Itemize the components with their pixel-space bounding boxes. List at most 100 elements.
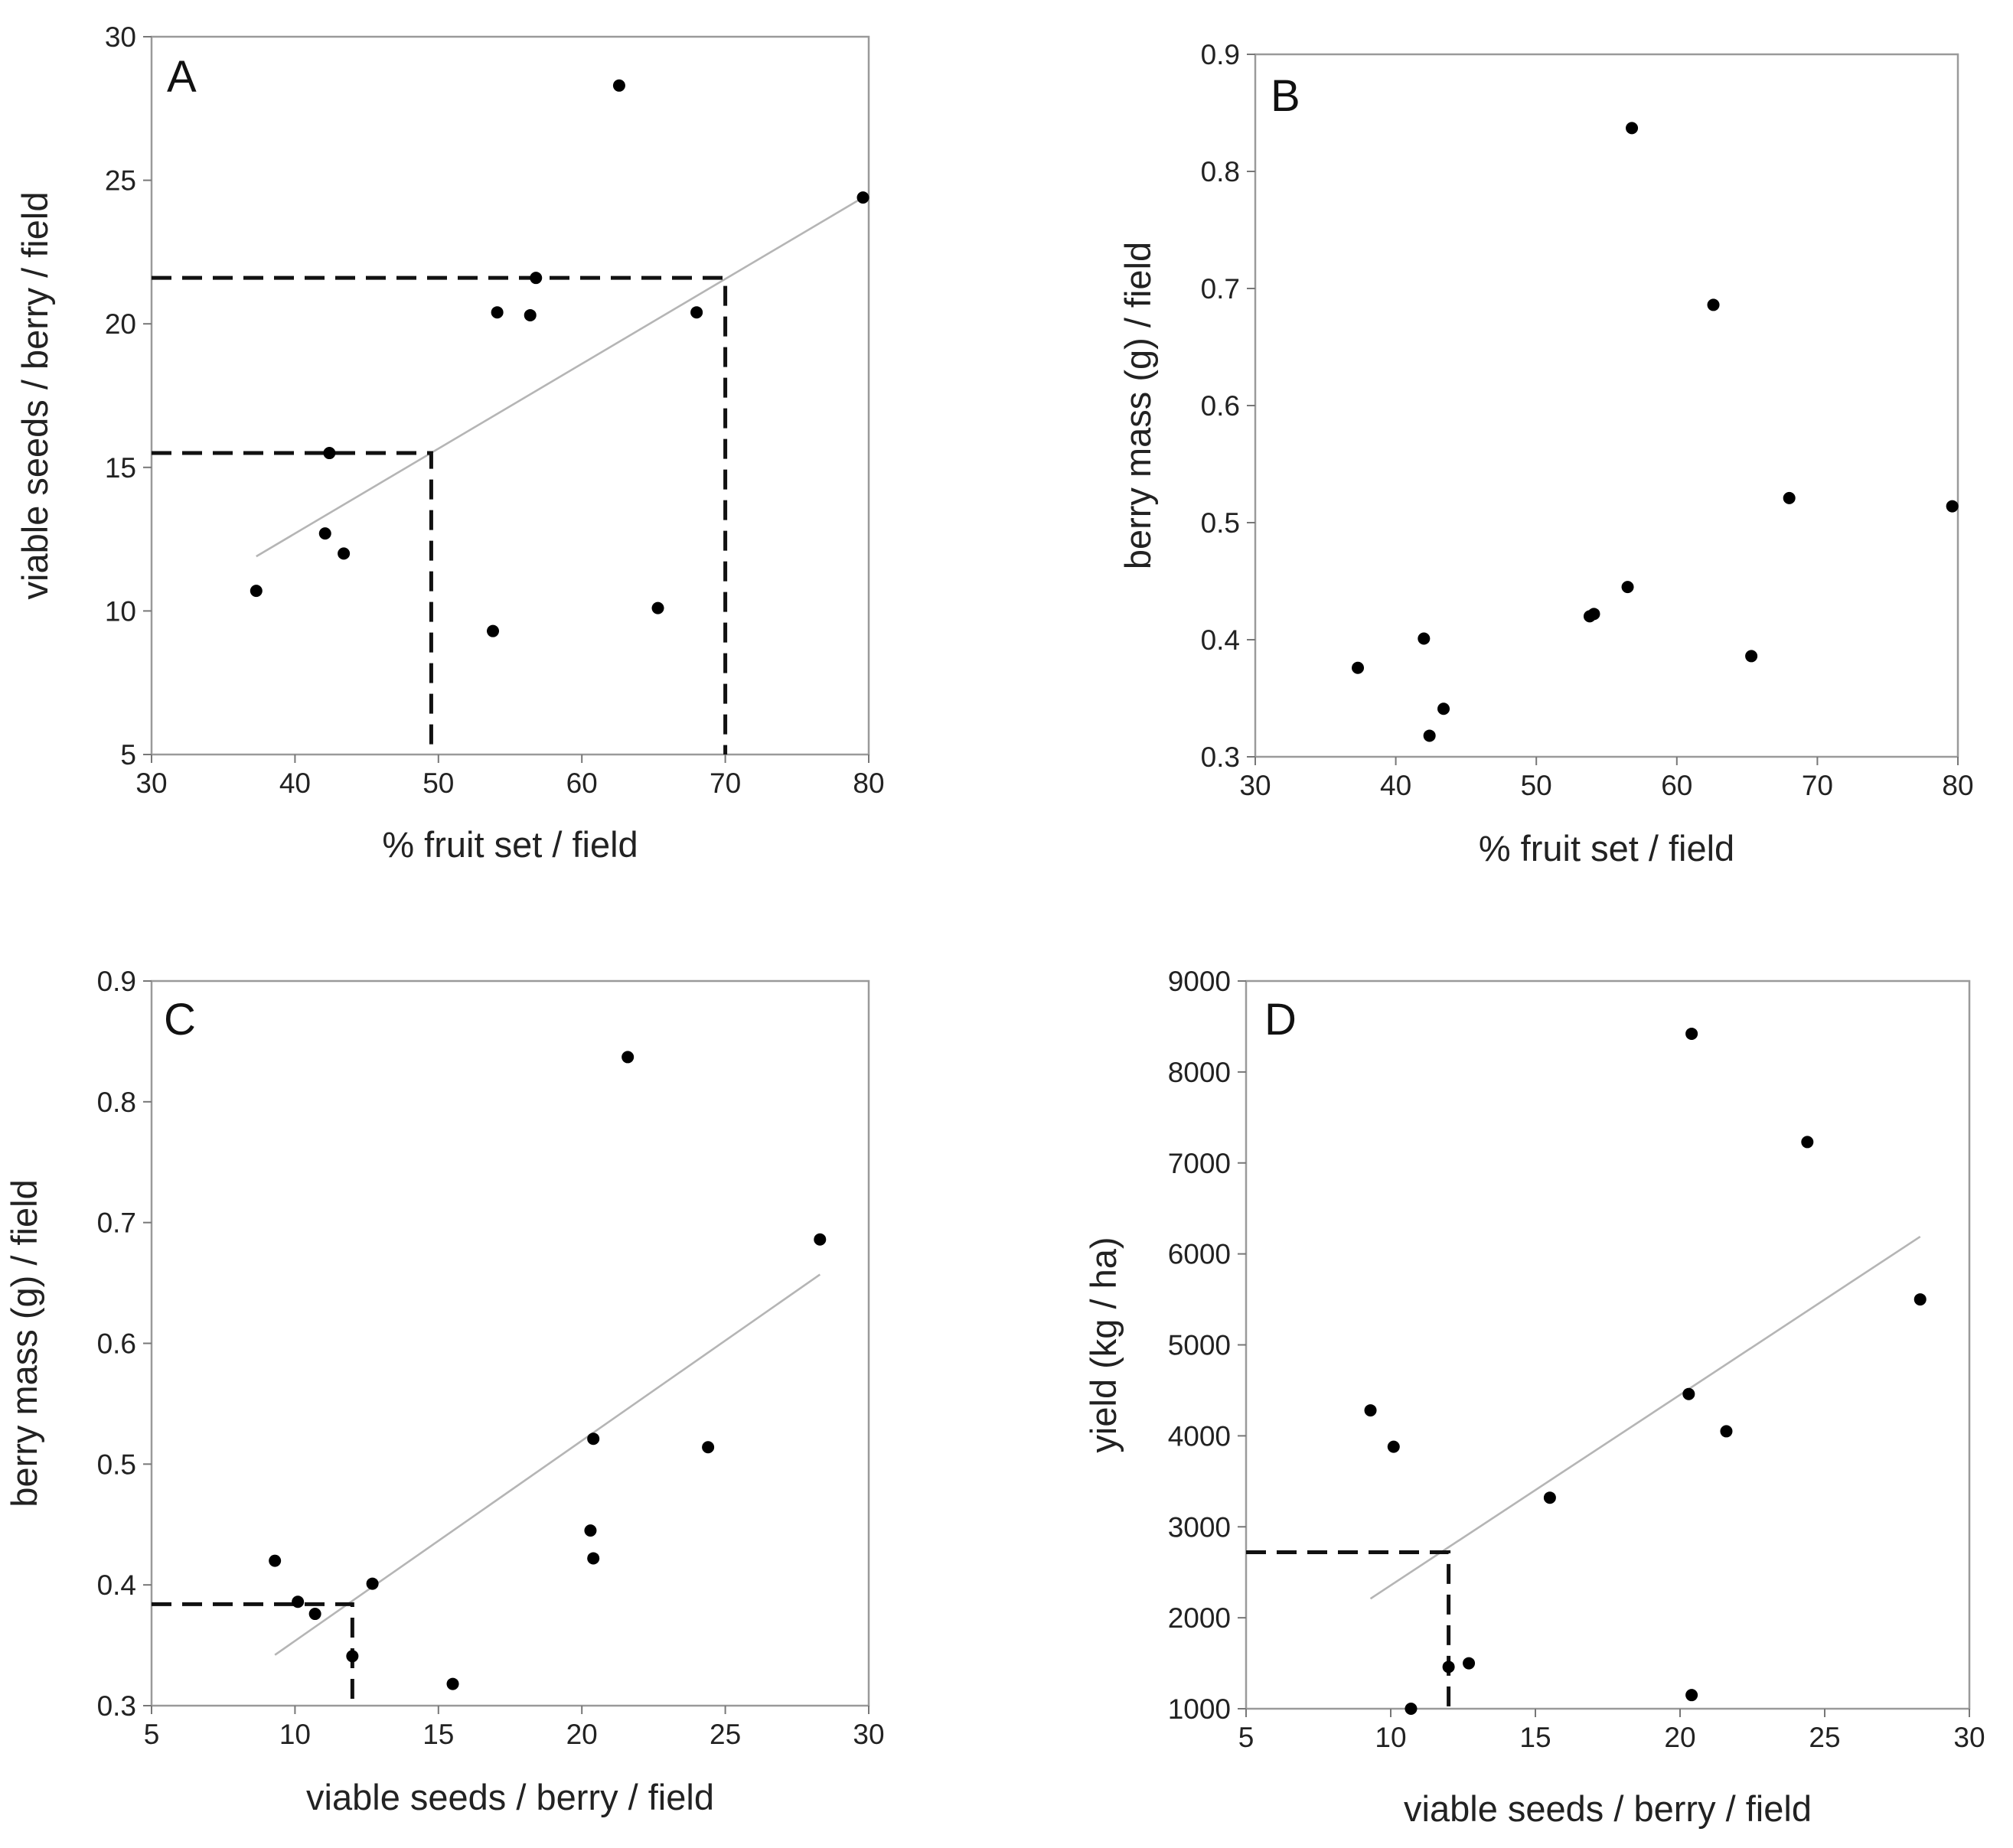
y-tick-label: 9000 (1168, 966, 1231, 997)
y-tick-label: 8000 (1168, 1057, 1231, 1088)
y-tick-label: 0.7 (1201, 273, 1240, 305)
y-tick-label: 4000 (1168, 1420, 1231, 1452)
guide-line (152, 1602, 354, 1706)
y-tick-label: 6000 (1168, 1239, 1231, 1270)
x-tick-label: 30 (853, 1719, 884, 1750)
data-point (318, 527, 331, 540)
data-point (346, 1650, 359, 1663)
y-tick-label: 15 (105, 452, 136, 484)
x-tick-label: 20 (1664, 1722, 1695, 1753)
x-tick-label: 20 (566, 1719, 598, 1750)
data-point (690, 306, 703, 319)
plot-frame (1245, 979, 1971, 1710)
x-tick-label: 80 (1942, 770, 1973, 801)
data-point (814, 1233, 827, 1246)
y-tick-label: 5000 (1168, 1330, 1231, 1361)
plot-frame (1254, 53, 1959, 758)
data-point (1682, 1387, 1695, 1400)
x-axis-label: % fruit set / field (1479, 828, 1734, 869)
data-point (530, 272, 543, 285)
data-point (1405, 1703, 1418, 1715)
y-tick-label: 5 (120, 739, 136, 771)
x-tick-label: 30 (1953, 1722, 1985, 1753)
data-point (1745, 650, 1758, 663)
data-point (1621, 581, 1634, 594)
data-point (1423, 729, 1436, 742)
data-point (1587, 608, 1600, 621)
data-point (1442, 1661, 1455, 1674)
data-point (1685, 1027, 1698, 1040)
data-point (366, 1577, 379, 1590)
data-point (587, 1432, 600, 1445)
y-tick-label: 0.5 (1201, 507, 1240, 539)
x-tick-label: 60 (1661, 770, 1692, 801)
x-tick-label: 70 (710, 768, 741, 799)
x-tick-label: 30 (1239, 770, 1271, 801)
x-tick-label: 25 (1809, 1722, 1840, 1753)
data-point (292, 1595, 305, 1608)
y-tick-label: 0.3 (1201, 741, 1240, 773)
regression-line (274, 1273, 821, 1656)
x-tick-label: 80 (853, 768, 884, 799)
x-tick-label: 15 (423, 1719, 454, 1750)
data-point (1437, 702, 1450, 715)
data-point (622, 1051, 635, 1064)
y-tick-label: 10 (105, 595, 136, 627)
y-axis-label: berry mass (g) / field (1117, 242, 1158, 569)
data-point (1707, 298, 1720, 311)
regression-line (256, 196, 864, 558)
guide-line (1246, 1550, 1451, 1709)
data-point (702, 1441, 715, 1454)
plot-frame (150, 35, 870, 756)
y-tick-label: 30 (105, 21, 136, 53)
data-point (308, 1608, 321, 1621)
data-point (1418, 632, 1431, 645)
y-tick-label: 25 (105, 165, 136, 197)
y-axis-label: yield (kg / ha) (1083, 1237, 1124, 1452)
x-tick-label: 50 (423, 768, 454, 799)
x-axis-label: viable seeds / berry / field (1404, 1788, 1812, 1829)
data-point (856, 191, 869, 204)
panel-letter: D (1264, 995, 1297, 1045)
x-axis-label: viable seeds / berry / field (306, 1777, 714, 1817)
y-tick-label: 0.4 (1201, 624, 1240, 656)
y-tick-label: 0.4 (97, 1569, 136, 1601)
data-point (1387, 1440, 1400, 1453)
panel-d: 5 10 15 20 25 30 1000 2000 3000 4000 5000 6000 7000 8… (1083, 966, 1985, 1829)
x-tick-label: 5 (144, 1719, 160, 1750)
data-point (487, 624, 500, 637)
data-point (1364, 1404, 1377, 1417)
x-tick-label: 40 (1380, 770, 1411, 801)
x-tick-label: 25 (710, 1719, 741, 1750)
data-point (612, 79, 625, 92)
panel-b: 30 40 50 60 70 80 0.3 0.4 0.5 0.6 0.7 0.8 0.9 % fruit… (1117, 39, 1974, 869)
x-tick-label: 50 (1521, 770, 1552, 801)
data-point (1946, 500, 1959, 513)
data-point (1801, 1136, 1814, 1149)
y-tick-label: 0.6 (97, 1328, 136, 1360)
regression-line (1369, 1235, 1921, 1600)
y-tick-label: 0.9 (1201, 39, 1240, 70)
panel-letter: B (1271, 71, 1300, 121)
data-point (269, 1554, 282, 1567)
panel-letter: C (164, 995, 196, 1045)
data-point (491, 306, 504, 319)
y-tick-label: 0.3 (97, 1690, 136, 1722)
x-tick-label: 10 (1375, 1722, 1406, 1753)
y-tick-label: 2000 (1168, 1602, 1231, 1634)
x-tick-label: 15 (1519, 1722, 1551, 1753)
data-point (1685, 1689, 1698, 1702)
data-point (1626, 122, 1639, 135)
y-tick-label: 0.6 (1201, 390, 1240, 422)
data-point (323, 447, 336, 460)
x-tick-label: 70 (1802, 770, 1833, 801)
plot-frame (150, 979, 870, 1707)
x-tick-label: 60 (566, 768, 598, 799)
data-point (1720, 1425, 1733, 1438)
guide-line (152, 275, 728, 755)
y-tick-label: 0.8 (97, 1087, 136, 1118)
data-point (1783, 491, 1796, 504)
data-point (1352, 661, 1365, 674)
y-tick-label: 1000 (1168, 1693, 1231, 1725)
